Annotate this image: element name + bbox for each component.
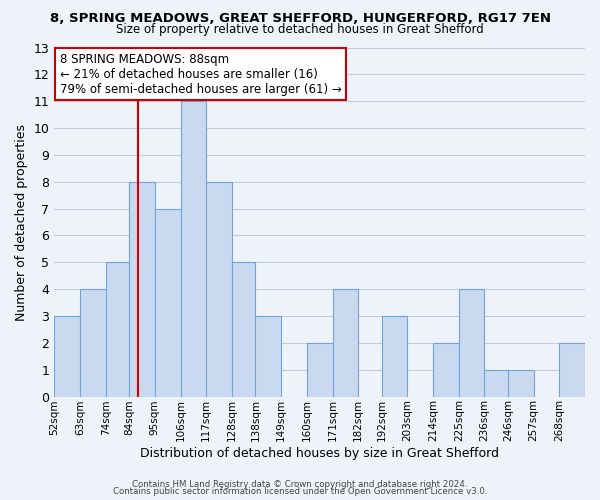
Bar: [508, 370, 533, 396]
Bar: [484, 370, 508, 396]
Bar: [155, 208, 181, 396]
Bar: [559, 343, 585, 396]
Bar: [54, 316, 80, 396]
Bar: [382, 316, 407, 396]
Bar: [256, 316, 281, 396]
Text: Contains HM Land Registry data © Crown copyright and database right 2024.: Contains HM Land Registry data © Crown c…: [132, 480, 468, 489]
Bar: [181, 101, 206, 396]
Bar: [206, 182, 232, 396]
Bar: [433, 343, 459, 396]
Bar: [232, 262, 256, 396]
Bar: [80, 289, 106, 397]
X-axis label: Distribution of detached houses by size in Great Shefford: Distribution of detached houses by size …: [140, 447, 499, 460]
Text: Size of property relative to detached houses in Great Shefford: Size of property relative to detached ho…: [116, 22, 484, 36]
Bar: [106, 262, 129, 396]
Bar: [459, 289, 484, 397]
Bar: [129, 182, 155, 396]
Text: 8 SPRING MEADOWS: 88sqm
← 21% of detached houses are smaller (16)
79% of semi-de: 8 SPRING MEADOWS: 88sqm ← 21% of detache…: [59, 52, 341, 96]
Bar: [307, 343, 332, 396]
Text: 8, SPRING MEADOWS, GREAT SHEFFORD, HUNGERFORD, RG17 7EN: 8, SPRING MEADOWS, GREAT SHEFFORD, HUNGE…: [49, 12, 551, 26]
Y-axis label: Number of detached properties: Number of detached properties: [15, 124, 28, 320]
Bar: [332, 289, 358, 397]
Text: Contains public sector information licensed under the Open Government Licence v3: Contains public sector information licen…: [113, 487, 487, 496]
